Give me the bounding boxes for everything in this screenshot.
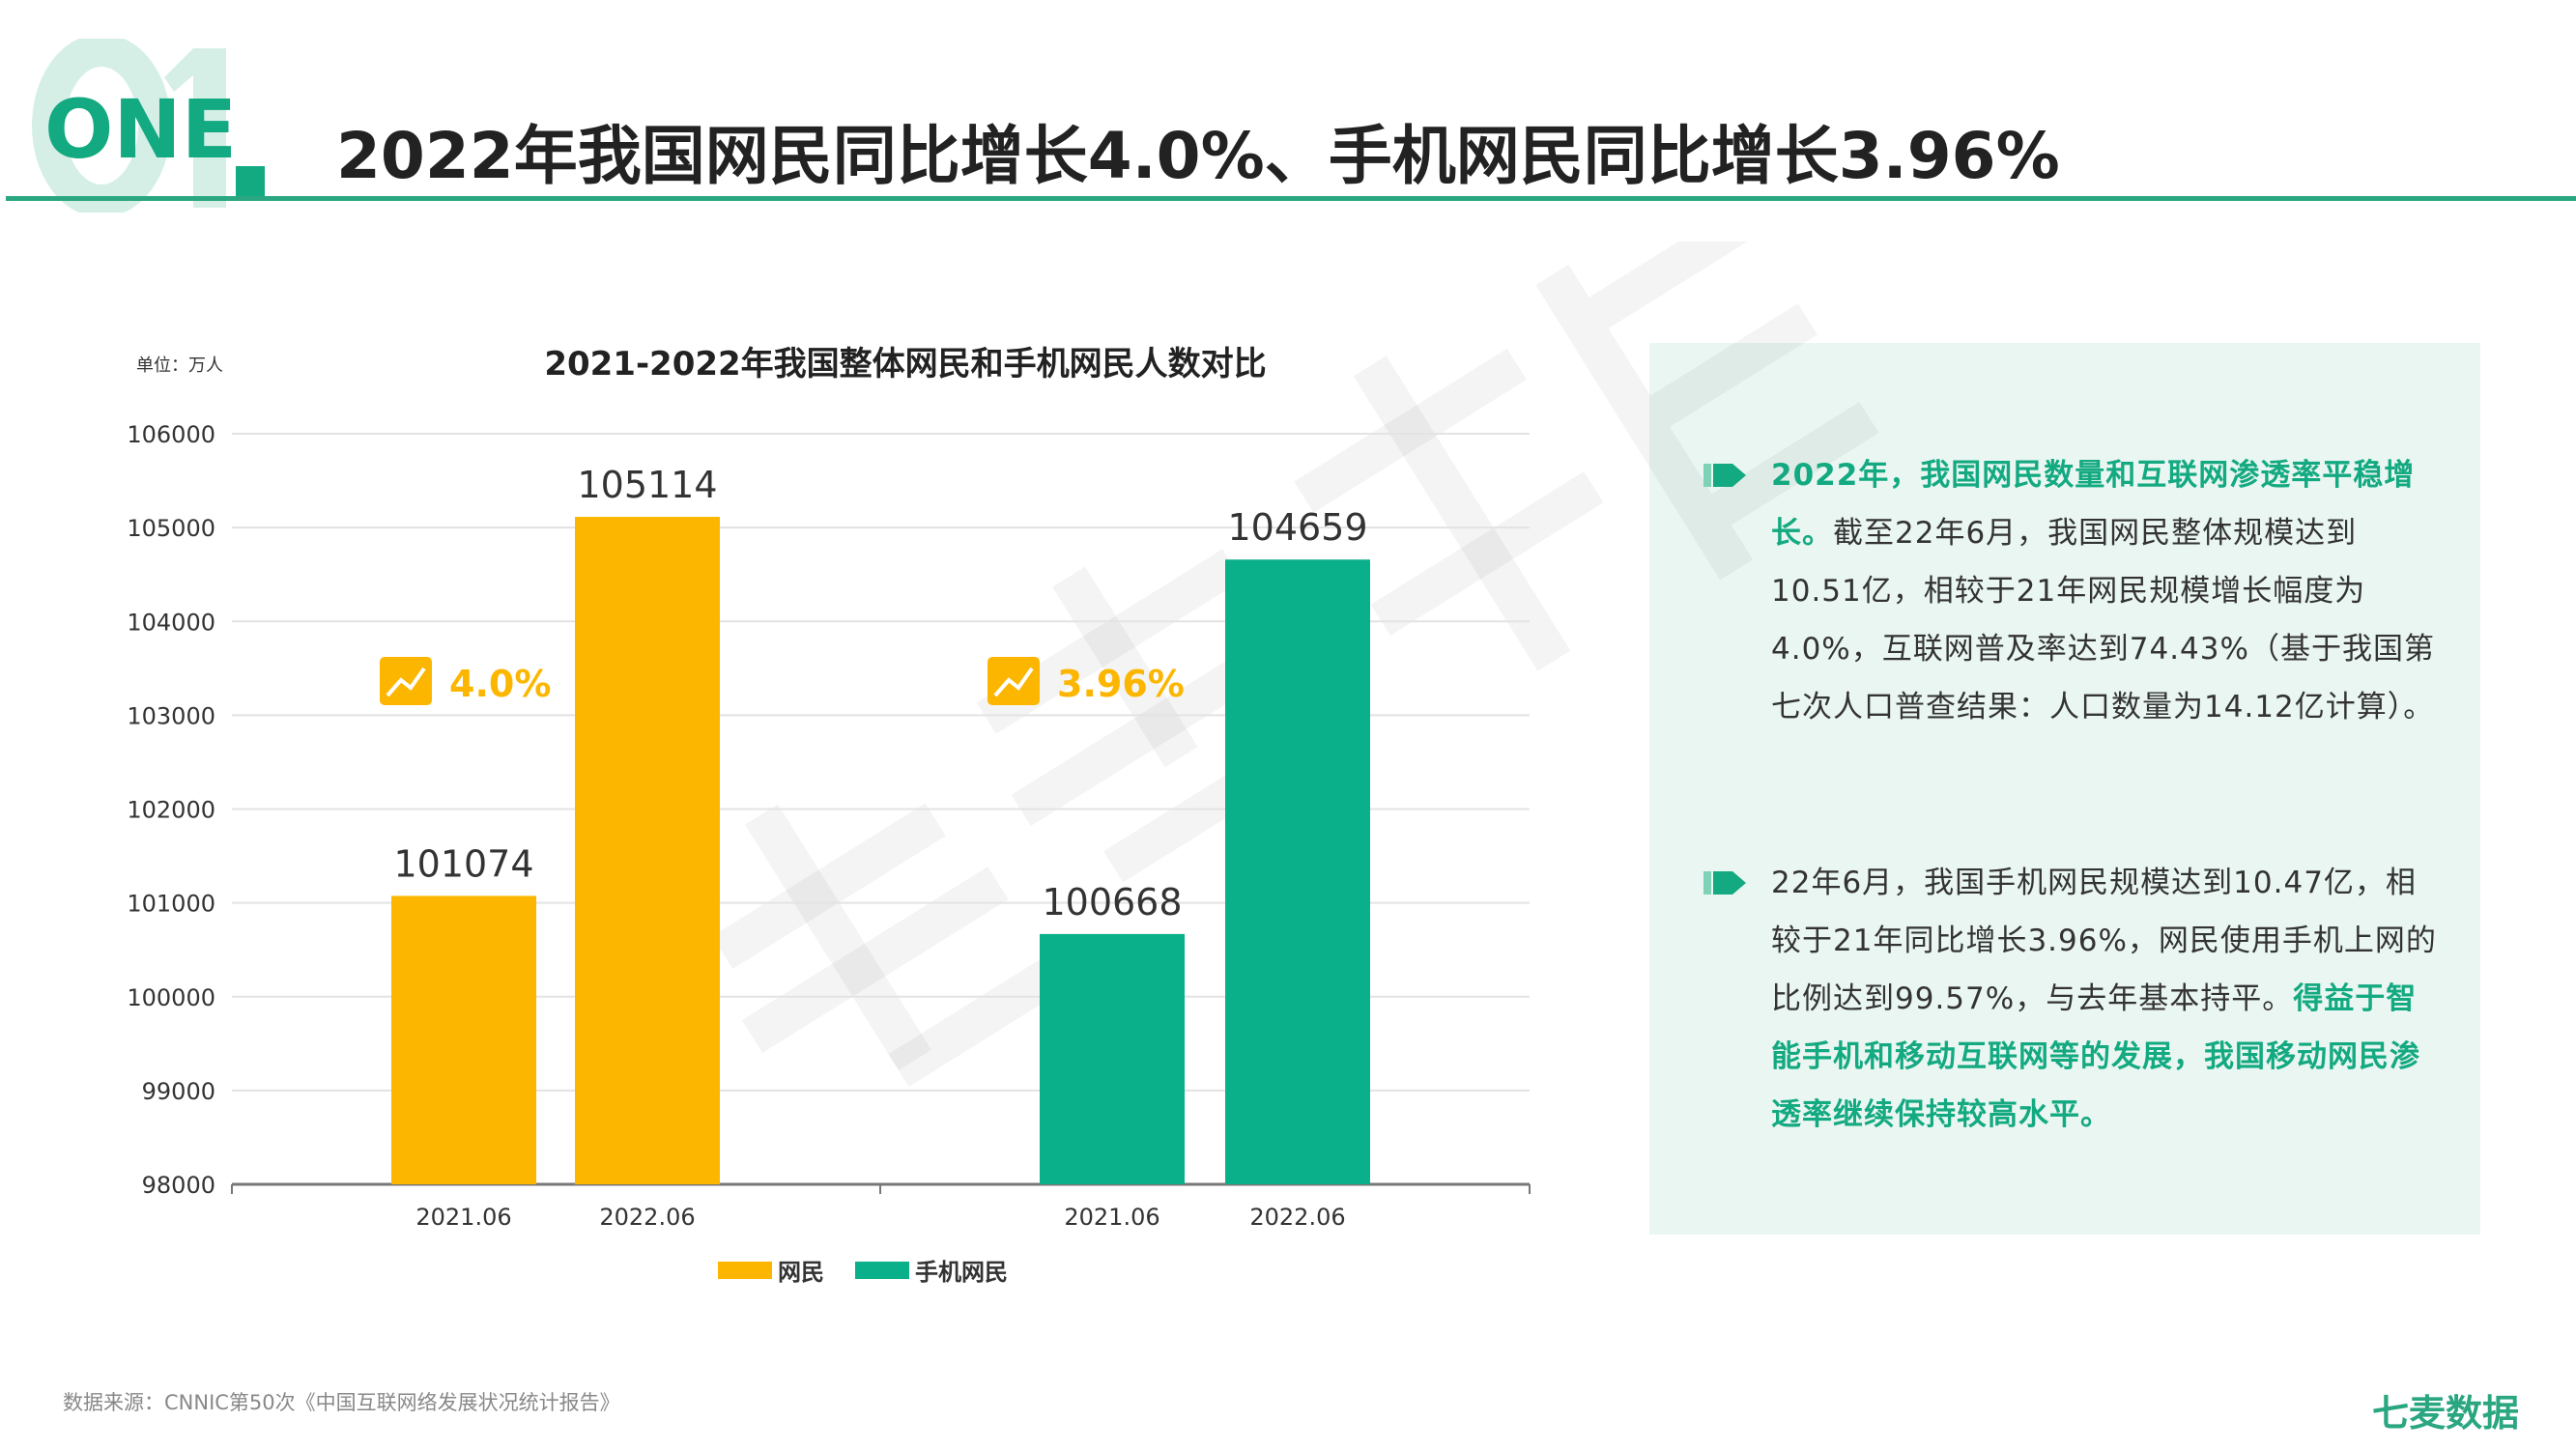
growth-label: 3.96% [1057, 663, 1185, 705]
p1-highlight: 2022年，我国网民数量和互联网渗透率平稳增长。 [1771, 458, 2416, 551]
brand-logo: 七麦数据 [2372, 1392, 2520, 1435]
trend-up-icon-line [993, 667, 1034, 697]
section-dot [236, 166, 265, 197]
y-tick-label: 105000 [127, 515, 215, 542]
section-label: ONE [44, 82, 238, 177]
x-tick-label: 2022.06 [1249, 1204, 1345, 1231]
bar-value-label: 104659 [1227, 506, 1367, 549]
bar [1225, 559, 1370, 1184]
p2-text: 22年6月，我国手机网民规模达到10.47亿，相较于21年同比增长3.96%，网… [1771, 866, 2437, 1016]
trend-up-icon [380, 657, 432, 705]
summary-panel [1649, 343, 2480, 1235]
chart-title: 2021-2022年我国整体网民和手机网民人数对比 [544, 345, 1266, 384]
y-tick-label: 102000 [127, 797, 215, 824]
bar-value-label: 105114 [577, 464, 717, 506]
bullet-icon [1703, 871, 1746, 895]
y-tick-label: 99000 [142, 1078, 215, 1105]
x-tick-label: 2022.06 [599, 1204, 695, 1231]
y-tick-label: 106000 [127, 421, 215, 448]
trend-up-icon [987, 657, 1040, 705]
bullet-icon [1703, 464, 1746, 487]
x-tick-label: 2021.06 [1064, 1204, 1159, 1231]
bar-chart: 单位：万人 2021-2022年我国整体网民和手机网民人数对比 106000 10… [127, 345, 1531, 1286]
section-number-ghost [32, 39, 226, 213]
bar-value-label: 100668 [1042, 881, 1182, 923]
bar [1040, 933, 1185, 1184]
x-tick-label: 2021.06 [415, 1204, 511, 1231]
legend-label: 手机网民 [915, 1259, 1008, 1286]
legend-label: 网民 [778, 1259, 824, 1286]
summary-paragraph-2: 22年6月，我国手机网民规模达到10.47亿，相较于21年同比增长3.96%，网… [1771, 854, 2438, 1144]
unit-label: 单位：万人 [136, 355, 223, 376]
header-divider [6, 196, 2576, 201]
legend-swatch [855, 1262, 909, 1279]
watermark [712, 242, 1879, 1088]
p1-text: 截至22年6月，我国网民整体规模达到10.51亿，相较于21年网民规模增长幅度为… [1771, 516, 2435, 724]
bar [575, 517, 720, 1184]
bar [391, 895, 536, 1184]
data-source: 数据来源：CNNIC第50次《中国互联网络发展状况统计报告》 [63, 1391, 620, 1414]
bar-value-label: 101074 [393, 842, 533, 885]
trend-up-icon-line [386, 667, 426, 697]
y-tick-label: 103000 [127, 702, 215, 729]
y-tick-label: 98000 [142, 1172, 215, 1199]
y-tick-label: 100000 [127, 984, 215, 1011]
legend-swatch [718, 1262, 772, 1279]
y-tick-label: 101000 [127, 891, 215, 918]
y-tick-label: 104000 [127, 609, 215, 636]
summary-paragraph-1: 2022年，我国网民数量和互联网渗透率平稳增长。截至22年6月，我国网民整体规模… [1771, 446, 2438, 736]
page-title: 2022年我国网民同比增长4.0%、手机网民同比增长3.96% [336, 119, 2060, 193]
growth-label: 4.0% [449, 663, 551, 705]
p2-highlight: 得益于智能手机和移动互联网等的发展，我国移动网民渗透率继续保持较高水平。 [1771, 981, 2420, 1132]
